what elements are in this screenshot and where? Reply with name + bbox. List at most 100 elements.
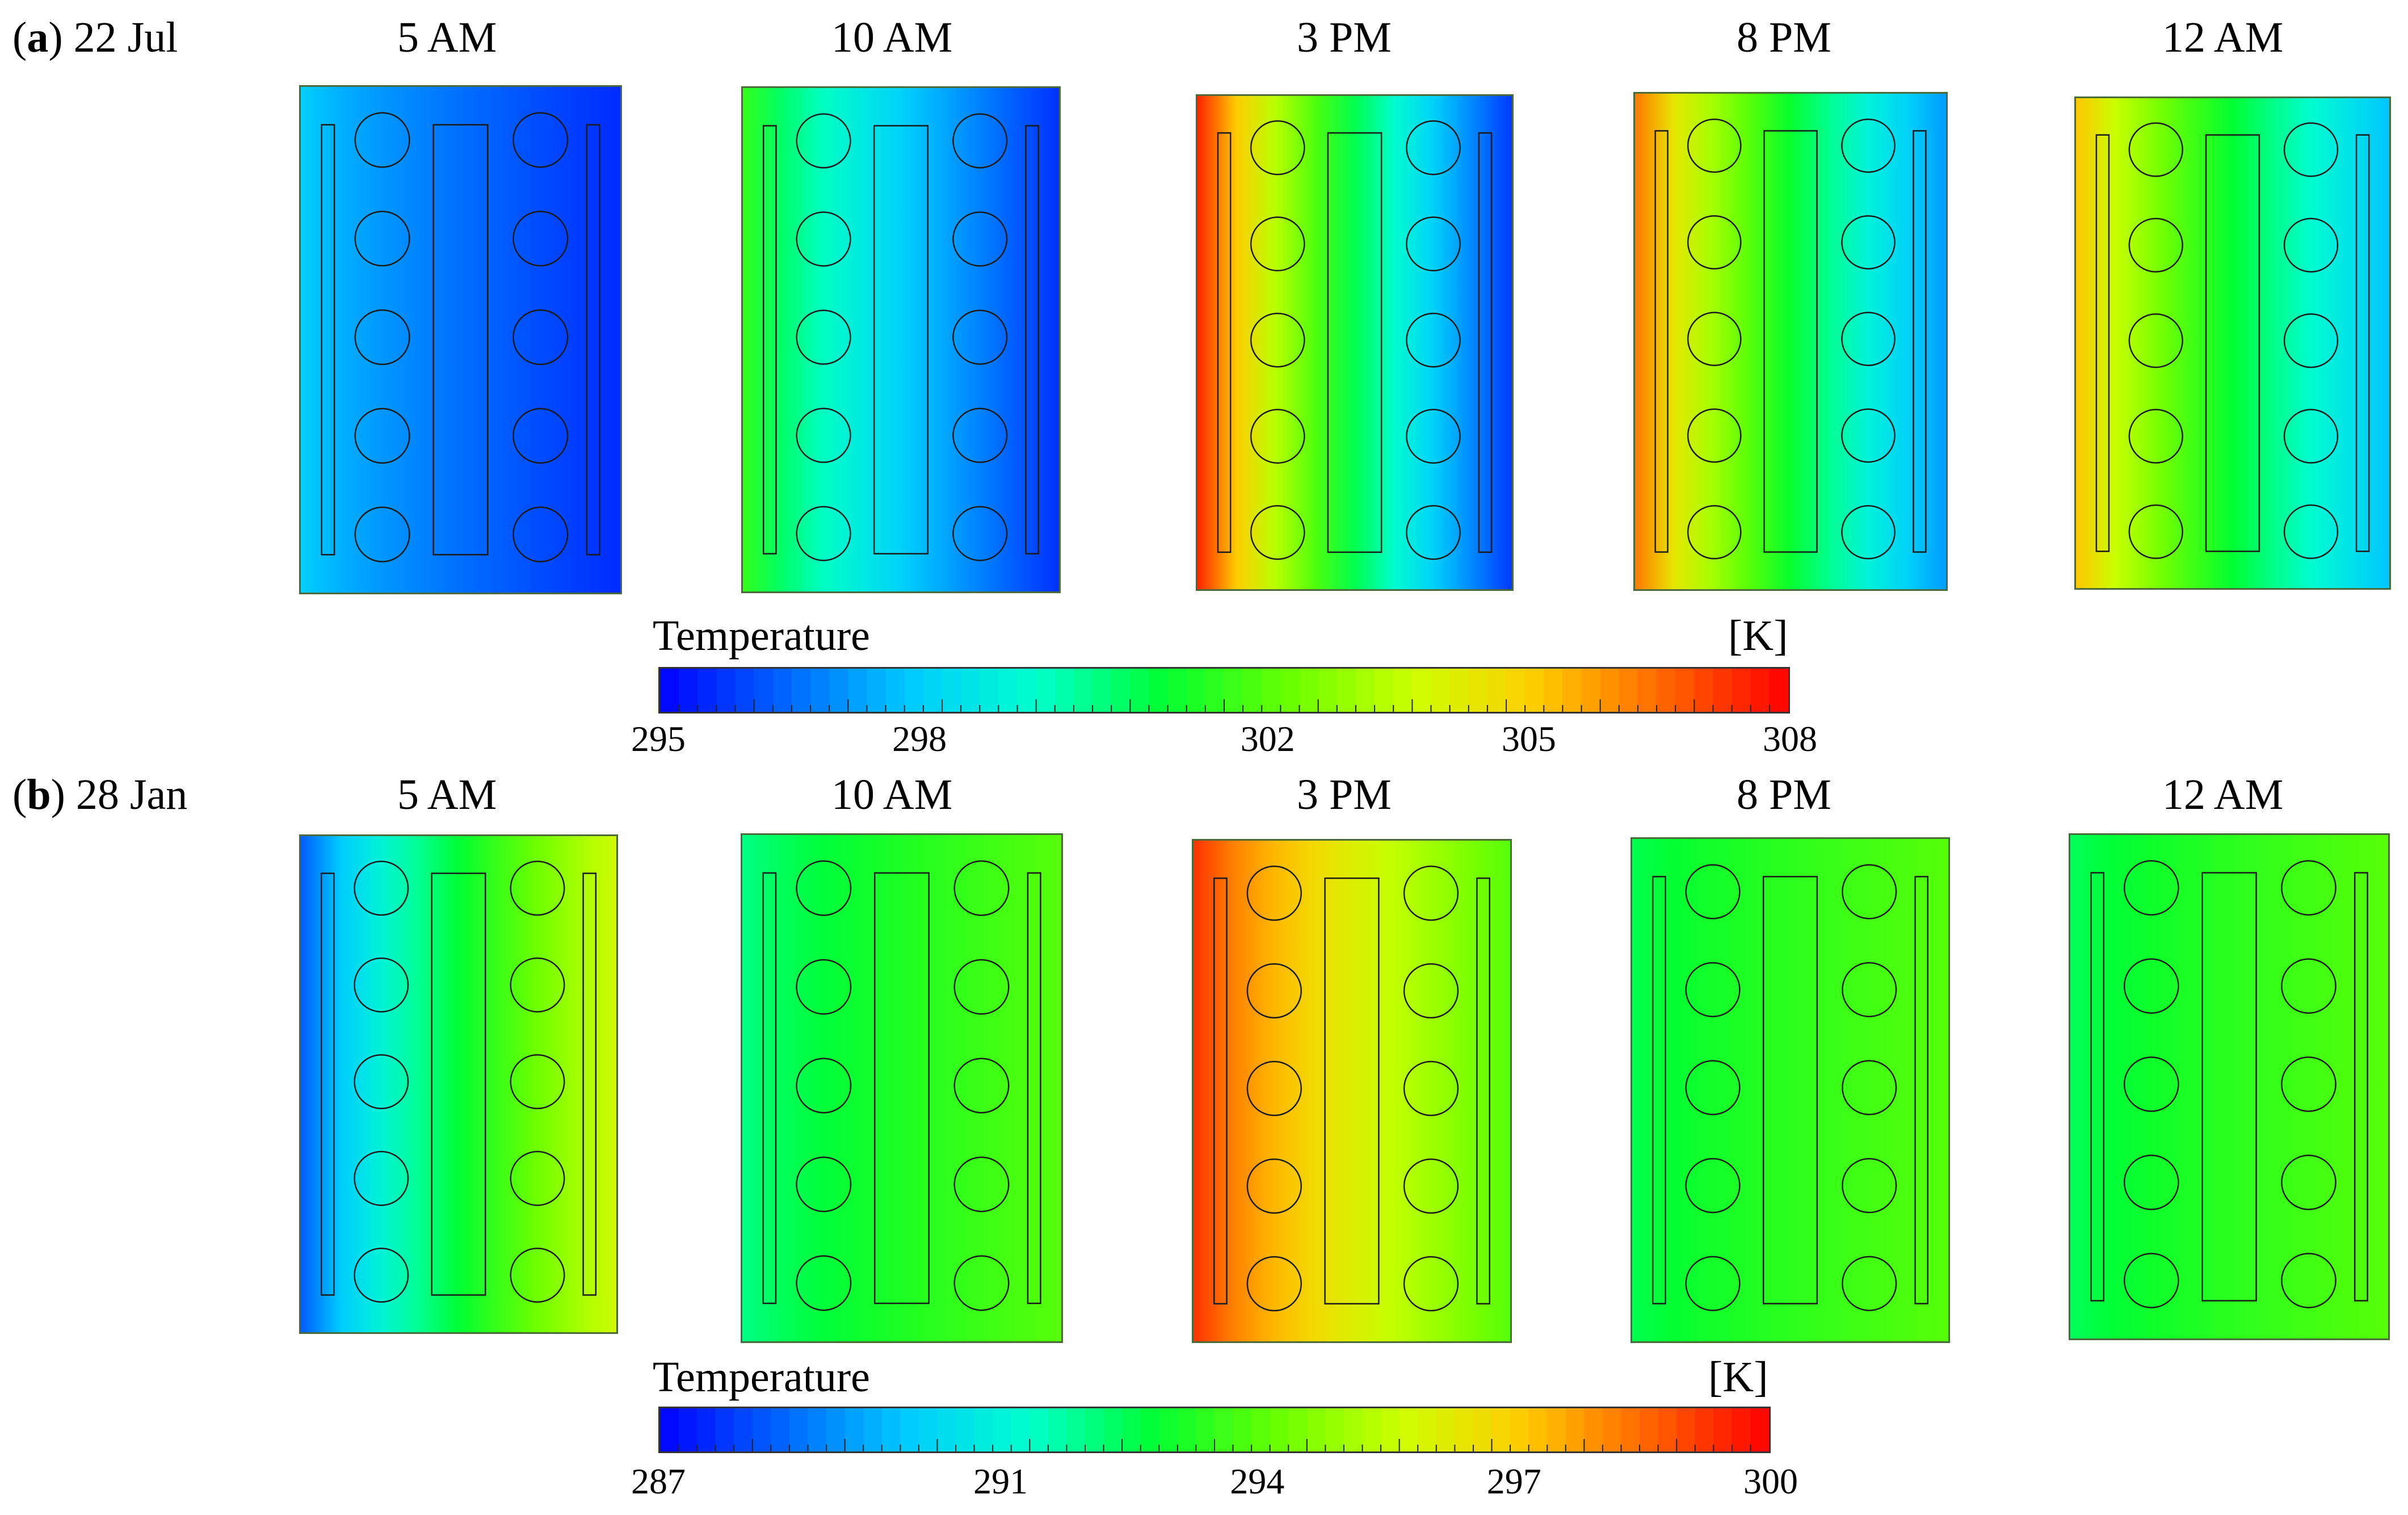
pipe-circle-left-1 (2123, 860, 2179, 916)
colorbar-band (1375, 669, 1394, 712)
center-slot (431, 872, 486, 1296)
pipe-circle-right-2 (953, 959, 1010, 1015)
colorbar-tick-label: 305 (1501, 719, 1556, 759)
temperature-field (2070, 835, 2388, 1338)
center-slot (1324, 877, 1380, 1305)
temperature-gradient (1197, 96, 1512, 589)
pipe-circle-right-1 (1406, 120, 1461, 175)
right-slot (1025, 125, 1040, 555)
temperature-field (742, 835, 1061, 1341)
colorbar-band (1103, 1408, 1123, 1451)
colorbar-band (1491, 1408, 1511, 1451)
row-a-time-3: 3 PM (1297, 14, 1392, 61)
colorbar-band (1036, 669, 1056, 712)
pipe-circle-left-4 (1685, 1158, 1741, 1214)
panel-a-12am (2074, 96, 2391, 590)
pipe-circle-left-1 (796, 860, 852, 916)
colorbar-band (1695, 1408, 1714, 1451)
colorbar-band (1214, 1408, 1234, 1451)
colorbar-band (1355, 669, 1376, 712)
colorbar-band (1584, 1408, 1603, 1451)
temperature-field (1194, 841, 1510, 1341)
colorbar-band (980, 669, 999, 712)
colorbar-tick-label: 308 (1763, 719, 1817, 759)
right-slot (2354, 872, 2368, 1302)
pipe-circle-left-3 (2123, 1056, 2179, 1112)
pipe-circle-left-4 (1250, 409, 1305, 464)
pipe-circle-left-3 (2128, 313, 2183, 368)
colorbar-band (1544, 669, 1564, 712)
colorbar-band (810, 669, 830, 712)
colorbar-band (961, 669, 981, 712)
pipe-circle-left-5 (2128, 504, 2183, 559)
colorbar-band (1196, 1408, 1215, 1451)
colorbar-band (1149, 669, 1169, 712)
colorbar-band (735, 669, 755, 712)
pipe-circle-right-2 (2283, 217, 2339, 273)
pipe-circle-left-5 (796, 1255, 852, 1311)
panel-b-12am (2069, 833, 2390, 1340)
colorbar-tick-label: 298 (892, 719, 947, 759)
colorbar-tick-label: 295 (631, 719, 686, 759)
colorbar-band (1399, 1408, 1419, 1451)
pipe-circle-right-5 (510, 1247, 565, 1303)
colorbar-band (1565, 1408, 1585, 1451)
pipe-circle-left-5 (354, 506, 410, 563)
pipe-circle-right-2 (1841, 215, 1896, 270)
pipe-circle-left-2 (354, 211, 410, 267)
temperature-gradient (301, 87, 620, 593)
pipe-circle-left-4 (1246, 1158, 1302, 1214)
colorbar-band (1393, 669, 1413, 712)
colorbar-band (942, 669, 962, 712)
colorbar-band (791, 669, 812, 712)
row-a-label: (a) 22 Jul (12, 14, 178, 61)
colorbar-band (1637, 669, 1658, 712)
colorbar-b-unit: [K] (1708, 1353, 1768, 1401)
pipe-circle-right-5 (2283, 504, 2339, 559)
right-slot (586, 124, 600, 556)
colorbar-band (1436, 1408, 1456, 1451)
pipe-circle-right-1 (1403, 865, 1459, 921)
colorbar-band (1732, 669, 1751, 712)
right-slot (582, 872, 597, 1296)
colorbar-band (1280, 669, 1300, 712)
colorbar-band (1528, 1408, 1548, 1451)
pipe-circle-left-1 (1250, 120, 1305, 175)
pipe-circle-right-4 (1842, 1158, 1897, 1214)
pipe-circle-left-2 (796, 211, 851, 267)
pipe-circle-left-1 (1685, 864, 1741, 920)
colorbar-band (918, 1408, 938, 1451)
temperature-gradient (743, 88, 1059, 591)
panel-b-5am (299, 834, 618, 1334)
colorbar-band (1054, 669, 1074, 712)
colorbar-band (1270, 1408, 1289, 1451)
colorbar-band (1619, 669, 1638, 712)
left-slot (1654, 130, 1669, 553)
pipe-circle-left-3 (1687, 312, 1742, 366)
row-a-time-5: 12 AM (2162, 14, 2284, 61)
colorbar-band (904, 669, 924, 712)
colorbar-a-title: Temperature (653, 612, 870, 660)
colorbar-tick-label: 294 (1230, 1461, 1285, 1501)
pipe-circle-left-4 (354, 1151, 409, 1206)
colorbar-band (1547, 1408, 1566, 1451)
row-a-date: 22 Jul (73, 14, 178, 61)
pipe-circle-right-4 (1841, 408, 1896, 463)
colorbar-band (1066, 1408, 1086, 1451)
pipe-circle-left-2 (1246, 963, 1302, 1019)
pipe-circle-left-4 (1687, 408, 1742, 463)
temperature-gradient (1635, 94, 1946, 589)
left-slot (2095, 134, 2110, 552)
pipe-circle-left-3 (1685, 1060, 1741, 1115)
colorbar-tick-label: 302 (1240, 719, 1295, 759)
pipe-circle-left-1 (1687, 118, 1742, 173)
colorbar-band (1487, 669, 1507, 712)
colorbar-b-title: Temperature (653, 1353, 870, 1401)
colorbar-band (1130, 669, 1150, 712)
panel-b-8pm (1630, 837, 1950, 1343)
panel-a-8pm (1633, 92, 1948, 591)
colorbar-tick-label: 297 (1486, 1461, 1541, 1501)
colorbar-band (1122, 1408, 1141, 1451)
colorbar-band (734, 1408, 753, 1451)
temperature-gradient (1632, 839, 1948, 1341)
